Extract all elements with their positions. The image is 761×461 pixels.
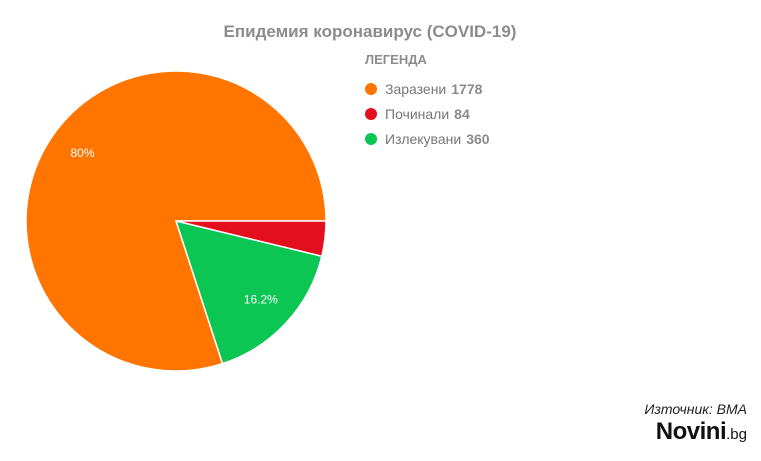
legend-item-recovered[interactable]: Излекувани 360 xyxy=(365,126,490,151)
legend-label-recovered: Излекувани xyxy=(385,130,462,147)
chart-title: Епидемия коронавирус (COVID-19) xyxy=(223,22,517,41)
source-note: Източник: ВМА xyxy=(644,401,747,417)
legend-value-infected: 1778 xyxy=(451,80,483,97)
legend-dot-recovered xyxy=(365,132,377,145)
legend: ЛЕГЕНДА Заразени 1778 Починали 84 Излеку… xyxy=(365,52,490,151)
legend-label-infected: Заразени xyxy=(385,80,447,97)
pie-slice-infected-label: 80% xyxy=(71,146,95,160)
pie-slice-recovered-label: 16.2% xyxy=(244,292,278,306)
legend-value-deceased: 84 xyxy=(454,105,470,122)
legend-item-deceased[interactable]: Починали 84 xyxy=(365,101,490,126)
legend-label-deceased: Починали xyxy=(385,105,450,122)
legend-dot-infected xyxy=(365,82,377,95)
legend-title: ЛЕГЕНДА xyxy=(365,52,427,67)
logo-brand: Novini xyxy=(655,418,727,445)
novini-logo[interactable]: Novini.bg xyxy=(656,418,747,446)
pie-slice-recovered[interactable] xyxy=(174,219,323,365)
logo-tld: .bg xyxy=(726,426,747,443)
legend-dot-deceased xyxy=(365,107,377,120)
legend-value-recovered: 360 xyxy=(466,130,490,147)
legend-item-infected[interactable]: Заразени 1778 xyxy=(365,76,490,101)
